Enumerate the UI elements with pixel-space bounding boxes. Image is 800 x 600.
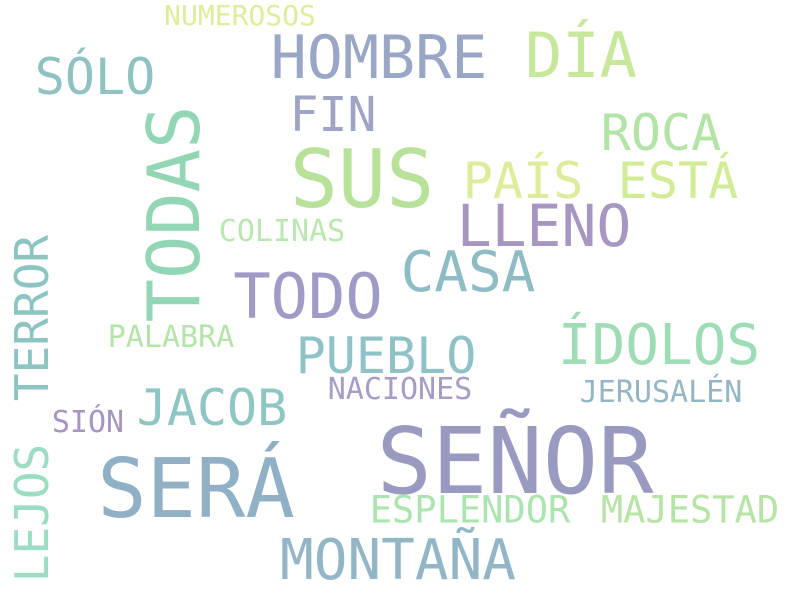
word-naciones: NACIONES [327,372,473,407]
word-senor: SEÑOR [376,408,654,515]
word-pueblo: PUEBLO [295,327,477,385]
word-colinas: COLINAS [218,214,346,249]
word-lleno: LLENO [456,192,632,260]
word-jerusalen: JERUSALÉN [579,375,743,410]
word-jacob: JACOB [136,379,288,437]
word-fin: FIN [289,87,377,143]
word-todas: TODAS [132,105,216,323]
word-palabra: PALABRA [107,320,235,355]
word-majestad: MAJESTAD [600,488,780,532]
word-sion: SIÓN [51,405,125,440]
word-idolos: ÍDOLOS [557,313,761,378]
word-roca: ROCA [600,104,722,162]
word-terror: TERROR [5,234,59,402]
word-dia: DÍA [525,19,637,92]
word-esta: ESTÁ [617,152,739,210]
word-casa: CASA [400,240,536,305]
word-montana: MONTAÑA [279,528,517,593]
word-todo: TODO [233,260,383,333]
word-esplendor: ESPLENDOR [369,488,571,532]
word-sus: SUS [289,133,435,226]
word-hombre: HOMBRE [270,23,488,93]
word-pais: PAÍS [462,152,584,210]
word-sera: SERÁ [97,442,295,537]
word-lejos: LEJOS [5,443,59,583]
word-solo: SÓLO [34,48,156,106]
word-numerosos: NUMEROSOS [164,0,316,32]
